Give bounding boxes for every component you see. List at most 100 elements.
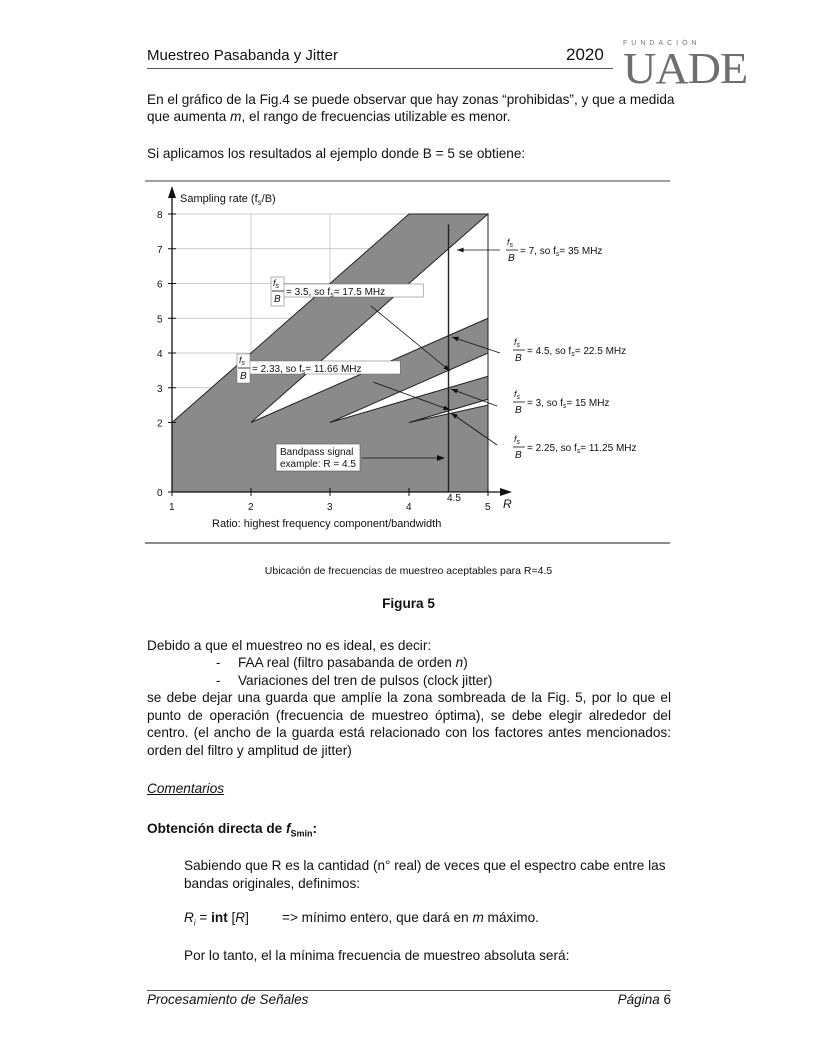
text: = — [195, 910, 212, 925]
text: ) — [463, 655, 468, 670]
logo-uade: UADE — [623, 44, 748, 93]
header-rule — [147, 68, 613, 69]
y-tick-label: 4 — [157, 349, 163, 360]
subscript: i — [193, 918, 196, 928]
annotation-5: fs B = 3, so fs= 15 MHz — [513, 389, 609, 416]
annotation-6: fs B = 2.25, so fs= 11.25 MHz — [513, 434, 637, 461]
var-m: m — [230, 109, 242, 124]
example-line-2: example: R = 4.5 — [280, 459, 356, 470]
x-tick-label: 2 — [248, 502, 254, 513]
intro-line-1: En el gráfico de la Fig.4 se puede obser… — [147, 92, 675, 107]
annotation-arrows — [362, 247, 501, 461]
var-R: R — [184, 910, 194, 925]
x-tick-label: 3 — [327, 502, 333, 513]
fraction-box — [236, 353, 251, 384]
x-tick-label: 1 — [169, 502, 175, 513]
annotation-1: fs B = 7, so fs= 35 MHz — [506, 237, 602, 264]
y-tick-label: 7 — [157, 245, 163, 256]
annotation-text: = 4.5, so fs= 22.5 MHz — [527, 346, 626, 358]
y-tick-label: 2 — [157, 419, 163, 430]
uade-logo: FUNDACIÓN UADE — [623, 40, 748, 91]
annotation-arrow — [370, 305, 451, 372]
fraction-numerator: fs — [239, 355, 246, 367]
footer-left: Procesamiento de Señales — [147, 992, 309, 1007]
debido-line: Debido a que el muestreo no es ideal, es… — [147, 638, 432, 653]
paragraph-line: centro. (el ancho de la guarda está rela… — [147, 725, 671, 740]
annotation-arrow — [451, 336, 501, 354]
x-axis-symbol: R — [503, 497, 512, 511]
x-axis-label: Ratio: highest frequency component/bandw… — [212, 518, 441, 530]
annotations: fs B = 7, so fs= 35 MHz fs B = 3.5, so fs= 17… — [236, 237, 637, 461]
intro-line-3: Si aplicamos los resultados al ejemplo d… — [147, 146, 526, 161]
fraction-numerator: fs — [514, 337, 521, 349]
figure-number: Figura 5 — [382, 596, 435, 611]
bullet-dash-1: - — [216, 655, 221, 670]
annotation-arrow — [450, 412, 498, 446]
sabiendo-line-2: bandas originales, definimos: — [184, 876, 361, 891]
y-axis-title: Sampling rate (fs/B) — [180, 193, 276, 207]
var-f: f — [285, 821, 291, 836]
header-year: 2020 — [566, 45, 604, 64]
annotation-text: = 2.33, so fs= 11.66 MHz — [252, 364, 362, 376]
comentarios-heading: Comentarios — [147, 781, 225, 796]
por-lo-tanto-line: Por lo tanto, el la mínima frecuencia de… — [184, 948, 570, 963]
ri-definition: Ri = int [R] — [184, 910, 249, 928]
paragraph-line: punto de operación (frecuencia de muestr… — [147, 708, 671, 723]
y-tick-label: 3 — [157, 384, 163, 395]
fraction-numerator: fs — [273, 278, 280, 290]
fraction-numerator: fs — [514, 434, 521, 446]
y-tick-label: 0 — [157, 488, 163, 499]
axes: 1 2 3 4 5 0 2 3 4 5 6 7 8 — [157, 186, 512, 513]
bullet-dash-2: - — [216, 673, 221, 688]
arrowhead — [443, 364, 450, 371]
footer-rule — [147, 990, 671, 991]
header-title: Muestreo Pasabanda y Jitter — [147, 47, 338, 64]
x-axis-arrow — [500, 488, 512, 496]
x-tick-label: 4 — [406, 502, 412, 513]
annotation-text: = 7, so fs= 35 MHz — [520, 246, 602, 258]
y-tick-label: 6 — [157, 280, 163, 291]
obtencion-heading: Obtención directa de fSmin: — [147, 821, 317, 839]
bullet-item-2: Variaciones del tren de pulsos (clock ji… — [238, 673, 493, 688]
int-keyword: int — [211, 910, 228, 925]
example-box: Bandpass signal example: R = 4.5 — [275, 443, 361, 472]
annotation-arrow — [450, 388, 498, 407]
fraction-numerator: fs — [514, 389, 521, 401]
fraction-denominator: B — [515, 450, 522, 461]
arrowhead — [457, 247, 464, 253]
fraction-box — [270, 276, 285, 307]
annotation-3: fs B = 4.5, so fs= 22.5 MHz — [513, 337, 626, 364]
arrowhead — [437, 455, 445, 461]
fraction-denominator: B — [274, 294, 281, 305]
y-tick-label: 5 — [157, 314, 163, 325]
var-n: n — [455, 655, 464, 670]
x-tick-label: 5 — [485, 502, 491, 513]
text: , el rango de frecuencias utilizable es … — [241, 109, 511, 124]
annotation-arrow — [372, 381, 451, 411]
logo-fundacion: FUNDACIÓN — [623, 40, 701, 47]
text: => mínimo entero, que dará en — [282, 910, 473, 925]
annotation-2: fs B = 3.5, so fs= 17.5 MHz — [270, 276, 424, 307]
example-line-1: Bandpass signal — [280, 447, 353, 458]
fraction-denominator: B — [508, 253, 515, 264]
annotation-4: fs B = 2.33, so fs= 11.66 MHz — [236, 353, 401, 384]
page-number: 6 — [663, 992, 671, 1007]
sabiendo-line-1: Sabiendo que R es la cantidad (n° real) … — [184, 858, 666, 873]
intro-line-2: que aumenta m, el rango de frecuencias u… — [147, 109, 510, 124]
arrowhead — [451, 413, 458, 419]
fraction-denominator: B — [515, 353, 522, 364]
y-axis-arrow — [168, 186, 176, 198]
y-tick-label: 8 — [157, 210, 163, 221]
var-R: R — [235, 910, 246, 925]
fraction-numerator: fs — [507, 237, 514, 249]
bullet-item-1: FAA real (filtro pasabanda de orden n) — [238, 655, 468, 670]
annotation-text: = 2.25, so fs= 11.25 MHz — [527, 443, 637, 455]
arrowhead — [451, 389, 458, 394]
text: : — [312, 821, 318, 836]
text: que aumenta — [147, 109, 231, 124]
ri-explanation: => mínimo entero, que dará en m máximo. — [282, 910, 539, 925]
sampling-rate-figure: 1 2 3 4 5 0 2 3 4 5 6 7 8 Sampling rate (fs/B) Ratio… — [145, 180, 670, 544]
subscript: Smin — [290, 828, 313, 839]
paragraph-line: orden del filtro y amplitud de jitter) — [147, 743, 352, 758]
